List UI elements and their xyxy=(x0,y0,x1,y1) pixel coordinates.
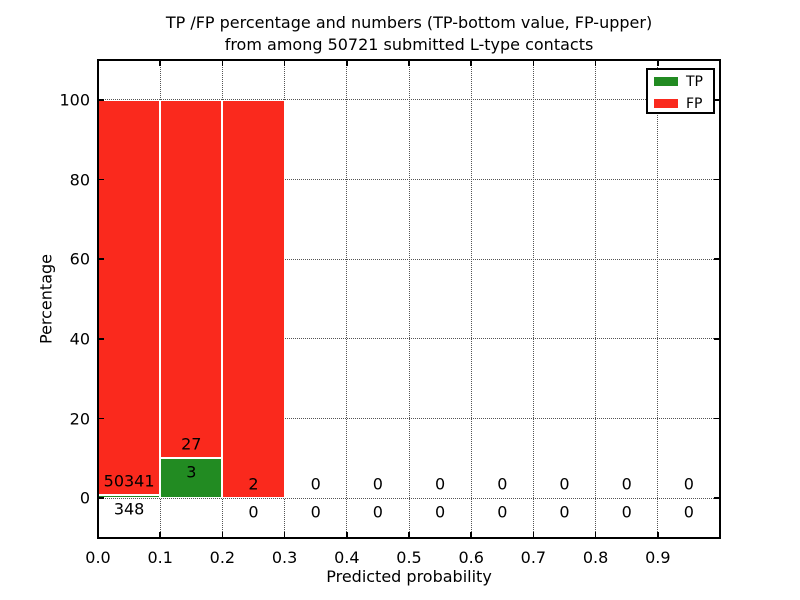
x-tick-mark-top xyxy=(159,60,161,66)
y-tick-mark-right xyxy=(714,497,720,499)
x-tick-mark xyxy=(408,532,410,538)
x-tick-label: 0.5 xyxy=(396,548,422,567)
fp-count-label: 0 xyxy=(435,474,446,494)
fp-count-label: 0 xyxy=(310,474,321,494)
tp-count-label: 0 xyxy=(621,502,632,522)
y-tick-mark xyxy=(98,338,104,340)
legend-item-tp: TP xyxy=(648,71,713,92)
fp-bar xyxy=(160,99,223,459)
x-tick-mark xyxy=(594,532,597,538)
tp-count-label: 348 xyxy=(113,499,145,519)
x-tick-mark xyxy=(657,532,659,538)
fp-count-label: 2 xyxy=(248,474,259,494)
x-tick-mark-top xyxy=(408,60,410,66)
fp-count-label: 50341 xyxy=(103,471,155,491)
fp-count-label: 0 xyxy=(621,474,632,494)
tp-count-label: 0 xyxy=(248,502,259,522)
x-tick-label: 0.6 xyxy=(458,548,484,567)
y-tick-mark-right xyxy=(714,338,720,340)
y-tick-mark xyxy=(98,417,104,420)
x-tick-mark xyxy=(532,532,535,538)
tp-count-label: 0 xyxy=(497,502,508,522)
tp-count-label: 0 xyxy=(559,502,570,522)
fp-color-swatch-icon xyxy=(654,99,678,108)
gridline-vertical xyxy=(657,60,659,538)
chart-title-line2: from among 50721 submitted L-type contac… xyxy=(224,35,594,54)
y-tick-mark-right xyxy=(714,417,720,420)
y-tick-label: 20 xyxy=(69,409,90,428)
gridline-vertical xyxy=(346,60,348,538)
x-tick-mark xyxy=(346,532,348,538)
x-tick-label: 0.3 xyxy=(271,548,298,567)
tp-count-label: 0 xyxy=(310,502,321,522)
y-tick-mark-right xyxy=(714,258,720,260)
tp-count-label: 3 xyxy=(186,462,197,482)
x-tick-label: 0.4 xyxy=(334,548,360,567)
y-tick-mark-right xyxy=(714,99,720,101)
x-tick-mark-top xyxy=(221,60,224,66)
tp-count-label: 0 xyxy=(683,502,694,522)
y-tick-mark-right xyxy=(714,178,720,181)
tp-count-label: 0 xyxy=(435,502,446,522)
chart-title-line1: TP /FP percentage and numbers (TP-bottom… xyxy=(165,13,653,32)
y-tick-mark xyxy=(98,99,104,101)
y-tick-mark xyxy=(98,497,104,499)
y-tick-mark xyxy=(98,258,104,260)
gridline-vertical xyxy=(595,60,597,538)
legend-item-fp: FP xyxy=(648,93,713,114)
gridline-vertical xyxy=(284,60,286,538)
fp-bar xyxy=(222,99,285,499)
x-tick-label: 0.9 xyxy=(645,548,671,567)
x-tick-label: 0.7 xyxy=(520,548,547,567)
fp-bar xyxy=(98,99,161,496)
x-tick-mark xyxy=(283,532,286,538)
x-tick-mark xyxy=(470,532,472,538)
x-tick-mark xyxy=(221,532,224,538)
legend-label-fp: FP xyxy=(686,95,703,112)
x-tick-mark-top xyxy=(594,60,597,66)
x-tick-mark-top xyxy=(97,60,99,66)
y-axis-label: Percentage xyxy=(36,253,56,345)
y-tick-label: 60 xyxy=(69,249,90,269)
y-tick-label: 0 xyxy=(79,488,90,508)
x-tick-label: 0.8 xyxy=(582,548,609,567)
x-axis-label: Predicted probability xyxy=(326,567,492,586)
y-tick-label: 80 xyxy=(69,170,90,189)
x-tick-mark-top xyxy=(470,60,472,66)
x-tick-mark xyxy=(97,532,99,538)
legend-label-tp: TP xyxy=(686,73,703,90)
fp-count-label: 0 xyxy=(559,474,570,494)
x-tick-mark-top xyxy=(283,60,286,66)
x-tick-mark-top xyxy=(346,60,348,66)
gridline-vertical xyxy=(532,60,534,538)
x-tick-mark-top xyxy=(657,60,659,66)
y-tick-label: 100 xyxy=(59,90,90,110)
y-tick-mark xyxy=(98,178,104,181)
chart-title: TP /FP percentage and numbers (TP-bottom… xyxy=(98,12,720,56)
gridline-vertical xyxy=(470,60,472,538)
tp-count-label: 0 xyxy=(372,502,383,522)
tp-bar xyxy=(160,458,223,499)
x-tick-label: 0.0 xyxy=(85,548,111,567)
y-tick-label: 40 xyxy=(69,329,90,349)
fp-count-label: 0 xyxy=(683,474,694,494)
gridline-vertical xyxy=(408,60,410,538)
x-tick-mark xyxy=(159,532,161,538)
fp-count-label: 0 xyxy=(372,474,383,494)
tp-color-swatch-icon xyxy=(654,77,678,86)
fp-count-label: 27 xyxy=(181,434,202,454)
x-tick-mark-top xyxy=(532,60,535,66)
fp-count-label: 0 xyxy=(497,474,508,494)
legend: TP FP xyxy=(646,68,715,114)
x-tick-label: 0.2 xyxy=(209,548,236,567)
x-tick-label: 0.1 xyxy=(147,548,173,567)
